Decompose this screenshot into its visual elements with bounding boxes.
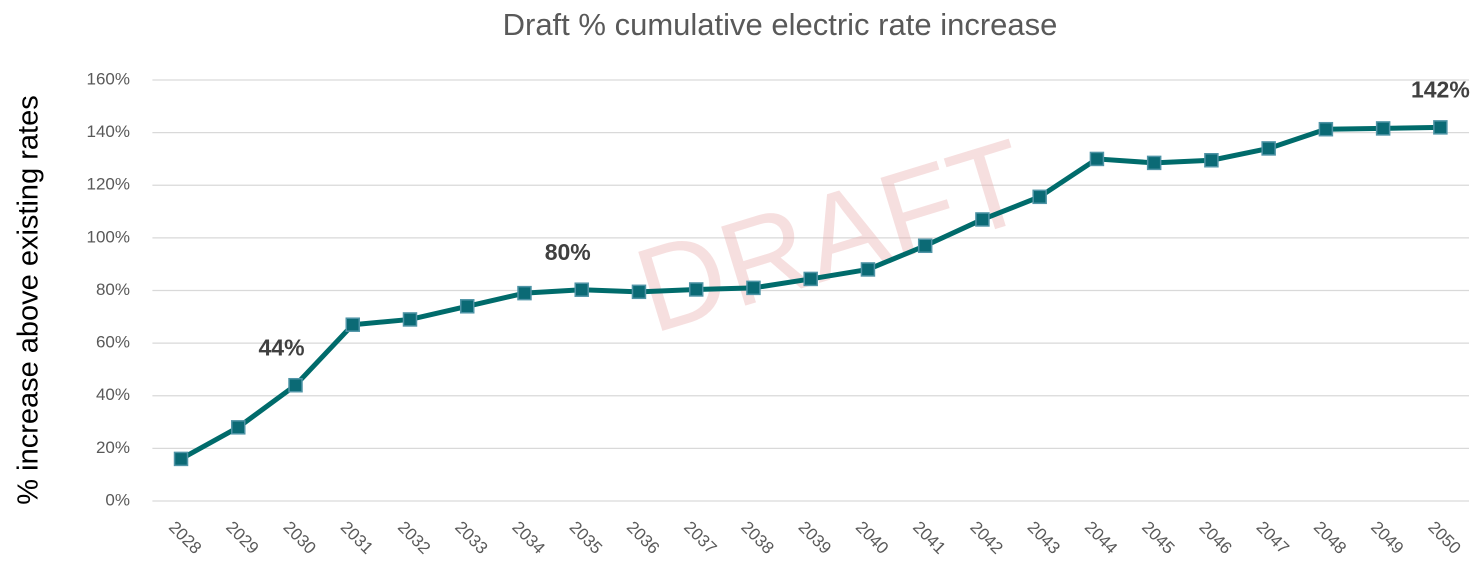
x-tick-label: 2036 (623, 518, 663, 558)
data-marker (688, 282, 704, 297)
chart-title: Draft % cumulative electric rate increas… (503, 7, 1058, 42)
x-tick-label: 2046 (1195, 518, 1235, 558)
data-marker (231, 420, 246, 435)
y-tick-label: 160% (87, 69, 130, 88)
data-marker (631, 284, 647, 300)
data-marker (1375, 121, 1391, 136)
x-tick-label: 2038 (737, 518, 777, 558)
x-tick-label: 2037 (680, 518, 720, 558)
data-marker (574, 282, 589, 297)
x-tick-label: 2043 (1024, 518, 1064, 558)
x-tick-label: 2040 (852, 518, 892, 558)
data-marker (173, 451, 189, 467)
data-marker (402, 312, 418, 327)
x-tick-label: 2031 (337, 518, 377, 558)
y-tick-label: 20% (96, 438, 130, 457)
y-tick-label: 120% (87, 175, 130, 194)
watermark: DRAFT (621, 114, 1043, 359)
data-marker (459, 299, 475, 314)
x-tick-label: 2030 (280, 518, 320, 558)
x-tick-label: 2050 (1424, 518, 1464, 558)
y-tick-label: 0% (105, 490, 130, 509)
data-marker (746, 280, 761, 296)
data-marker (517, 285, 532, 301)
data-marker (975, 212, 990, 227)
data-marker (803, 271, 818, 287)
data-marker (860, 262, 876, 277)
data-marker (345, 317, 361, 332)
x-tick-label: 2039 (795, 518, 835, 558)
data-label: 142% (1411, 76, 1470, 102)
x-tick-label: 2028 (165, 518, 205, 558)
x-tick-label: 2034 (508, 518, 548, 558)
x-tick-label: 2048 (1310, 518, 1350, 558)
y-tick-label: 40% (96, 385, 130, 404)
x-tick-label: 2032 (394, 518, 434, 558)
x-tick-label: 2042 (966, 518, 1006, 558)
data-marker (1089, 151, 1105, 167)
x-tick-label: 2041 (909, 518, 949, 558)
x-tick-label: 2049 (1367, 518, 1407, 558)
data-marker (1204, 153, 1219, 168)
grid (152, 79, 1469, 502)
data-marker (1433, 120, 1448, 135)
y-axis-label: % increase above existing rates (13, 95, 45, 504)
data-marker (917, 238, 933, 254)
x-tick-label: 2044 (1081, 518, 1121, 558)
y-tick-label: 140% (87, 122, 130, 141)
y-tick-label: 60% (96, 333, 130, 352)
x-tick-label: 2029 (222, 518, 262, 558)
x-tick-label: 2045 (1138, 518, 1178, 558)
y-tick-label: 80% (96, 280, 130, 299)
data-marker (1261, 141, 1276, 156)
data-label: 80% (545, 239, 591, 265)
y-tick-label: 100% (87, 227, 130, 246)
x-tick-label: 2033 (451, 518, 491, 558)
data-marker (1318, 121, 1334, 137)
x-tick-label: 2035 (566, 518, 606, 558)
data-marker (288, 377, 303, 393)
data-marker (1146, 155, 1162, 171)
x-tick-label: 2047 (1253, 518, 1293, 558)
data-label: 44% (258, 334, 304, 360)
data-marker (1032, 189, 1047, 205)
